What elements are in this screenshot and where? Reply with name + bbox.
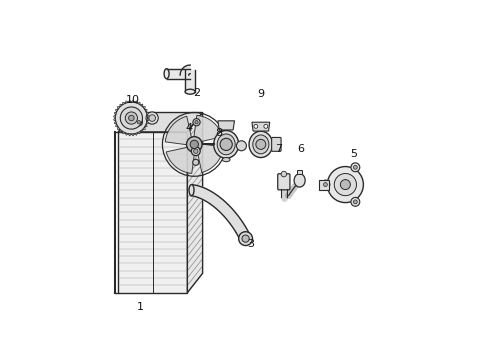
FancyBboxPatch shape <box>319 180 329 190</box>
Circle shape <box>220 138 232 150</box>
Polygon shape <box>114 118 116 121</box>
Circle shape <box>128 115 134 121</box>
Polygon shape <box>114 121 117 124</box>
Circle shape <box>135 118 143 126</box>
Polygon shape <box>147 118 149 121</box>
Ellipse shape <box>294 174 305 187</box>
Circle shape <box>193 118 200 126</box>
Circle shape <box>237 141 246 151</box>
Polygon shape <box>118 112 203 132</box>
Ellipse shape <box>222 158 230 162</box>
Circle shape <box>194 149 198 153</box>
Polygon shape <box>114 112 117 115</box>
Polygon shape <box>116 124 118 127</box>
Polygon shape <box>138 102 140 105</box>
FancyBboxPatch shape <box>297 170 302 174</box>
FancyBboxPatch shape <box>278 174 290 190</box>
Text: 9: 9 <box>257 90 265 99</box>
Polygon shape <box>122 102 125 105</box>
Circle shape <box>193 159 199 165</box>
Ellipse shape <box>253 135 269 154</box>
Circle shape <box>254 125 258 128</box>
Polygon shape <box>116 109 118 112</box>
Circle shape <box>239 232 252 246</box>
Polygon shape <box>191 185 250 241</box>
Ellipse shape <box>185 89 195 94</box>
Polygon shape <box>146 112 148 115</box>
Polygon shape <box>218 121 235 130</box>
Circle shape <box>146 112 158 124</box>
Text: 10: 10 <box>126 95 140 105</box>
Polygon shape <box>118 127 120 130</box>
Polygon shape <box>135 133 138 135</box>
Polygon shape <box>131 100 135 102</box>
Ellipse shape <box>217 134 235 155</box>
Polygon shape <box>145 124 147 127</box>
Circle shape <box>327 167 364 203</box>
Circle shape <box>281 171 287 177</box>
Circle shape <box>195 121 198 124</box>
Polygon shape <box>135 101 138 103</box>
Circle shape <box>321 180 330 189</box>
Circle shape <box>187 136 202 152</box>
Polygon shape <box>187 112 203 293</box>
Circle shape <box>264 125 268 128</box>
Polygon shape <box>118 107 120 109</box>
Polygon shape <box>131 134 135 136</box>
Circle shape <box>341 180 350 190</box>
Polygon shape <box>140 129 143 132</box>
Polygon shape <box>180 65 190 75</box>
Circle shape <box>353 200 357 204</box>
Polygon shape <box>146 121 148 124</box>
Polygon shape <box>128 100 131 102</box>
Circle shape <box>190 140 198 149</box>
Text: 6: 6 <box>297 144 304 153</box>
Text: 3: 3 <box>247 239 255 249</box>
Circle shape <box>351 163 360 172</box>
Polygon shape <box>125 101 128 103</box>
Ellipse shape <box>249 131 272 158</box>
Text: 8: 8 <box>216 128 223 138</box>
Text: 4: 4 <box>185 123 192 133</box>
Polygon shape <box>140 104 143 107</box>
Text: 2: 2 <box>194 88 200 98</box>
Circle shape <box>334 174 356 195</box>
Polygon shape <box>138 131 140 134</box>
Polygon shape <box>114 115 116 118</box>
FancyBboxPatch shape <box>271 138 281 151</box>
Text: 5: 5 <box>350 149 357 159</box>
Circle shape <box>351 197 360 206</box>
Polygon shape <box>166 147 195 174</box>
Circle shape <box>353 165 357 169</box>
Polygon shape <box>197 144 223 172</box>
Circle shape <box>149 115 155 121</box>
Polygon shape <box>120 104 122 107</box>
Polygon shape <box>120 129 122 132</box>
Polygon shape <box>118 132 187 293</box>
Ellipse shape <box>189 185 194 196</box>
Circle shape <box>137 121 141 124</box>
Polygon shape <box>194 116 222 141</box>
Polygon shape <box>143 127 146 130</box>
Polygon shape <box>147 115 149 118</box>
Polygon shape <box>128 134 131 136</box>
Circle shape <box>323 183 327 186</box>
Circle shape <box>242 235 249 242</box>
Polygon shape <box>252 122 270 131</box>
Polygon shape <box>143 107 146 109</box>
Polygon shape <box>125 133 128 135</box>
Text: 7: 7 <box>275 144 282 153</box>
Ellipse shape <box>214 131 239 158</box>
Circle shape <box>191 147 200 156</box>
Circle shape <box>115 102 147 134</box>
Circle shape <box>256 139 266 149</box>
Polygon shape <box>145 109 147 112</box>
Circle shape <box>120 107 143 129</box>
Circle shape <box>125 112 138 124</box>
Ellipse shape <box>164 69 169 79</box>
Polygon shape <box>165 116 192 145</box>
Polygon shape <box>122 131 125 134</box>
Text: 1: 1 <box>137 302 144 311</box>
